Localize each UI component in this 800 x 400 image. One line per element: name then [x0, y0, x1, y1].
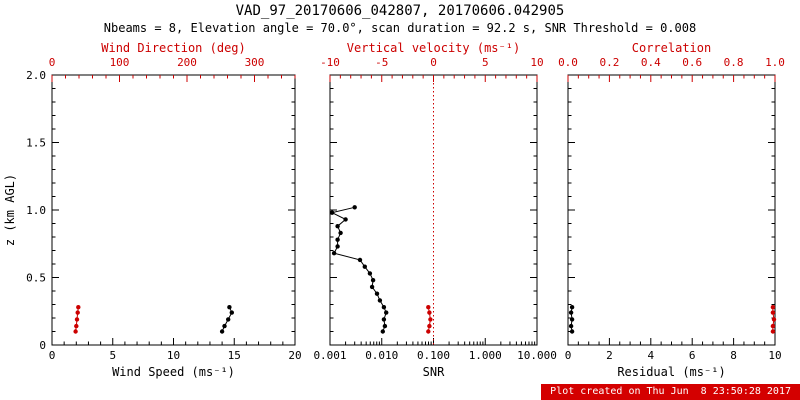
top-tick-label: 1.0 [765, 56, 785, 69]
bottom-axis-title: SNR [423, 365, 445, 379]
bottom-tick-label: 0.001 [313, 349, 346, 362]
point-snr [380, 329, 385, 334]
top-tick-label: 0.8 [724, 56, 744, 69]
bottom-tick-label: 8 [730, 349, 737, 362]
point-wind-speed [227, 305, 232, 310]
top-tick-label: 10 [530, 56, 543, 69]
point-snr [331, 251, 337, 256]
point-correlation [770, 323, 776, 329]
plot-subtitle: Nbeams = 8, Elevation angle = 70.0°, sca… [103, 21, 697, 35]
bottom-tick-label: 1.000 [469, 349, 502, 362]
point-snr [338, 230, 343, 236]
y-tick-label: 1.5 [26, 137, 46, 150]
top-axis-title: Vertical velocity (ms⁻¹) [347, 41, 520, 55]
plot-box [51, 74, 296, 346]
point-snr [377, 298, 383, 303]
point-wind-speed [229, 310, 234, 315]
point-residual [568, 323, 574, 329]
point-residual [568, 310, 574, 315]
bottom-tick-label: 15 [228, 349, 241, 362]
top-tick-label: -10 [320, 56, 340, 69]
top-tick-label: 300 [245, 56, 265, 69]
point-snr [369, 284, 375, 290]
point-correlation [770, 310, 776, 315]
top-tick-label: 0 [430, 56, 437, 69]
y-tick-label: 1.0 [26, 204, 46, 217]
top-tick-label: 200 [177, 56, 197, 69]
point-snr [374, 291, 380, 296]
point-snr [367, 271, 373, 276]
y-tick-label: 0.5 [26, 272, 46, 285]
series-line-snr [330, 206, 387, 332]
top-tick-label: 0.6 [682, 56, 702, 69]
bottom-tick-label: 6 [689, 349, 696, 362]
bottom-tick-label: 0 [49, 349, 56, 362]
top-tick-label: 0 [49, 56, 56, 69]
point-residual [569, 329, 575, 334]
point-wind-direction [75, 310, 80, 315]
point-snr [329, 210, 335, 215]
bottom-tick-label: 20 [288, 349, 301, 362]
point-snr [335, 244, 340, 249]
top-tick-label: 100 [110, 56, 130, 69]
point-snr [352, 205, 357, 210]
point-snr [381, 317, 387, 322]
point-wind-speed [219, 329, 225, 334]
point-residual [569, 305, 575, 310]
bottom-tick-label: 10 [167, 349, 180, 362]
residual-panel: 0 2 4 6 8 10 Residual (ms⁻¹) 0.0 0.2 0.4 0.6 0.8 1.0… [558, 41, 785, 379]
bottom-tick-label: 0 [565, 349, 572, 362]
point-correlation [771, 317, 777, 322]
bottom-tick-label: 4 [647, 349, 654, 362]
snr-panel: 0.001 0.010 0.100 1.000 10.000 SNR -10 -5 0 5 10 Ve… [313, 41, 556, 379]
bottom-tick-label: 2 [606, 349, 613, 362]
y-axis-title: z (km AGL) [3, 174, 17, 246]
y-tick-label: 2.0 [26, 69, 46, 82]
point-vertical-velocity [426, 329, 431, 334]
point-residual [569, 317, 575, 322]
point-wind-speed [222, 323, 227, 329]
bottom-tick-label: 10 [768, 349, 781, 362]
point-vertical-velocity [426, 305, 431, 310]
top-axis-title: Correlation [632, 41, 711, 55]
point-snr [382, 323, 388, 329]
point-snr [370, 278, 376, 283]
point-correlation [770, 329, 776, 334]
point-wind-direction [74, 317, 80, 322]
point-snr [343, 217, 348, 222]
bottom-tick-label: 0.100 [417, 349, 450, 362]
top-tick-label: 0.2 [599, 56, 619, 69]
plot-box [567, 74, 776, 346]
bottom-tick-label: 5 [109, 349, 116, 362]
point-snr [381, 305, 387, 310]
top-axis-title: Wind Direction (deg) [101, 41, 246, 55]
top-tick-label: 0.0 [558, 56, 578, 69]
bottom-tick-label: 0.010 [365, 349, 398, 362]
point-vertical-velocity [428, 317, 433, 322]
top-tick-label: -5 [375, 56, 388, 69]
point-wind-speed [226, 317, 231, 322]
point-wind-direction [73, 329, 78, 334]
point-snr [362, 264, 367, 269]
point-snr [335, 237, 340, 242]
point-snr [357, 257, 363, 263]
bottom-axis-title: Residual (ms⁻¹) [617, 365, 725, 379]
top-tick-label: 0.4 [641, 56, 661, 69]
point-snr [335, 224, 340, 229]
top-tick-label: 5 [482, 56, 489, 69]
point-wind-direction [74, 323, 79, 329]
point-vertical-velocity [427, 310, 432, 315]
bottom-axis-title: Wind Speed (ms⁻¹) [112, 365, 235, 379]
creation-timestamp: Plot created on Thu Jun 8 23:50:28 2017 [541, 384, 800, 400]
point-correlation [770, 305, 776, 310]
plot-title: VAD_97_20170606_042807, 20170606.042905 [235, 3, 565, 19]
point-vertical-velocity [427, 323, 432, 329]
y-tick-label: 0 [39, 339, 46, 352]
bottom-tick-label: 10.000 [517, 349, 557, 362]
point-wind-direction [76, 305, 81, 310]
point-snr [384, 310, 389, 315]
